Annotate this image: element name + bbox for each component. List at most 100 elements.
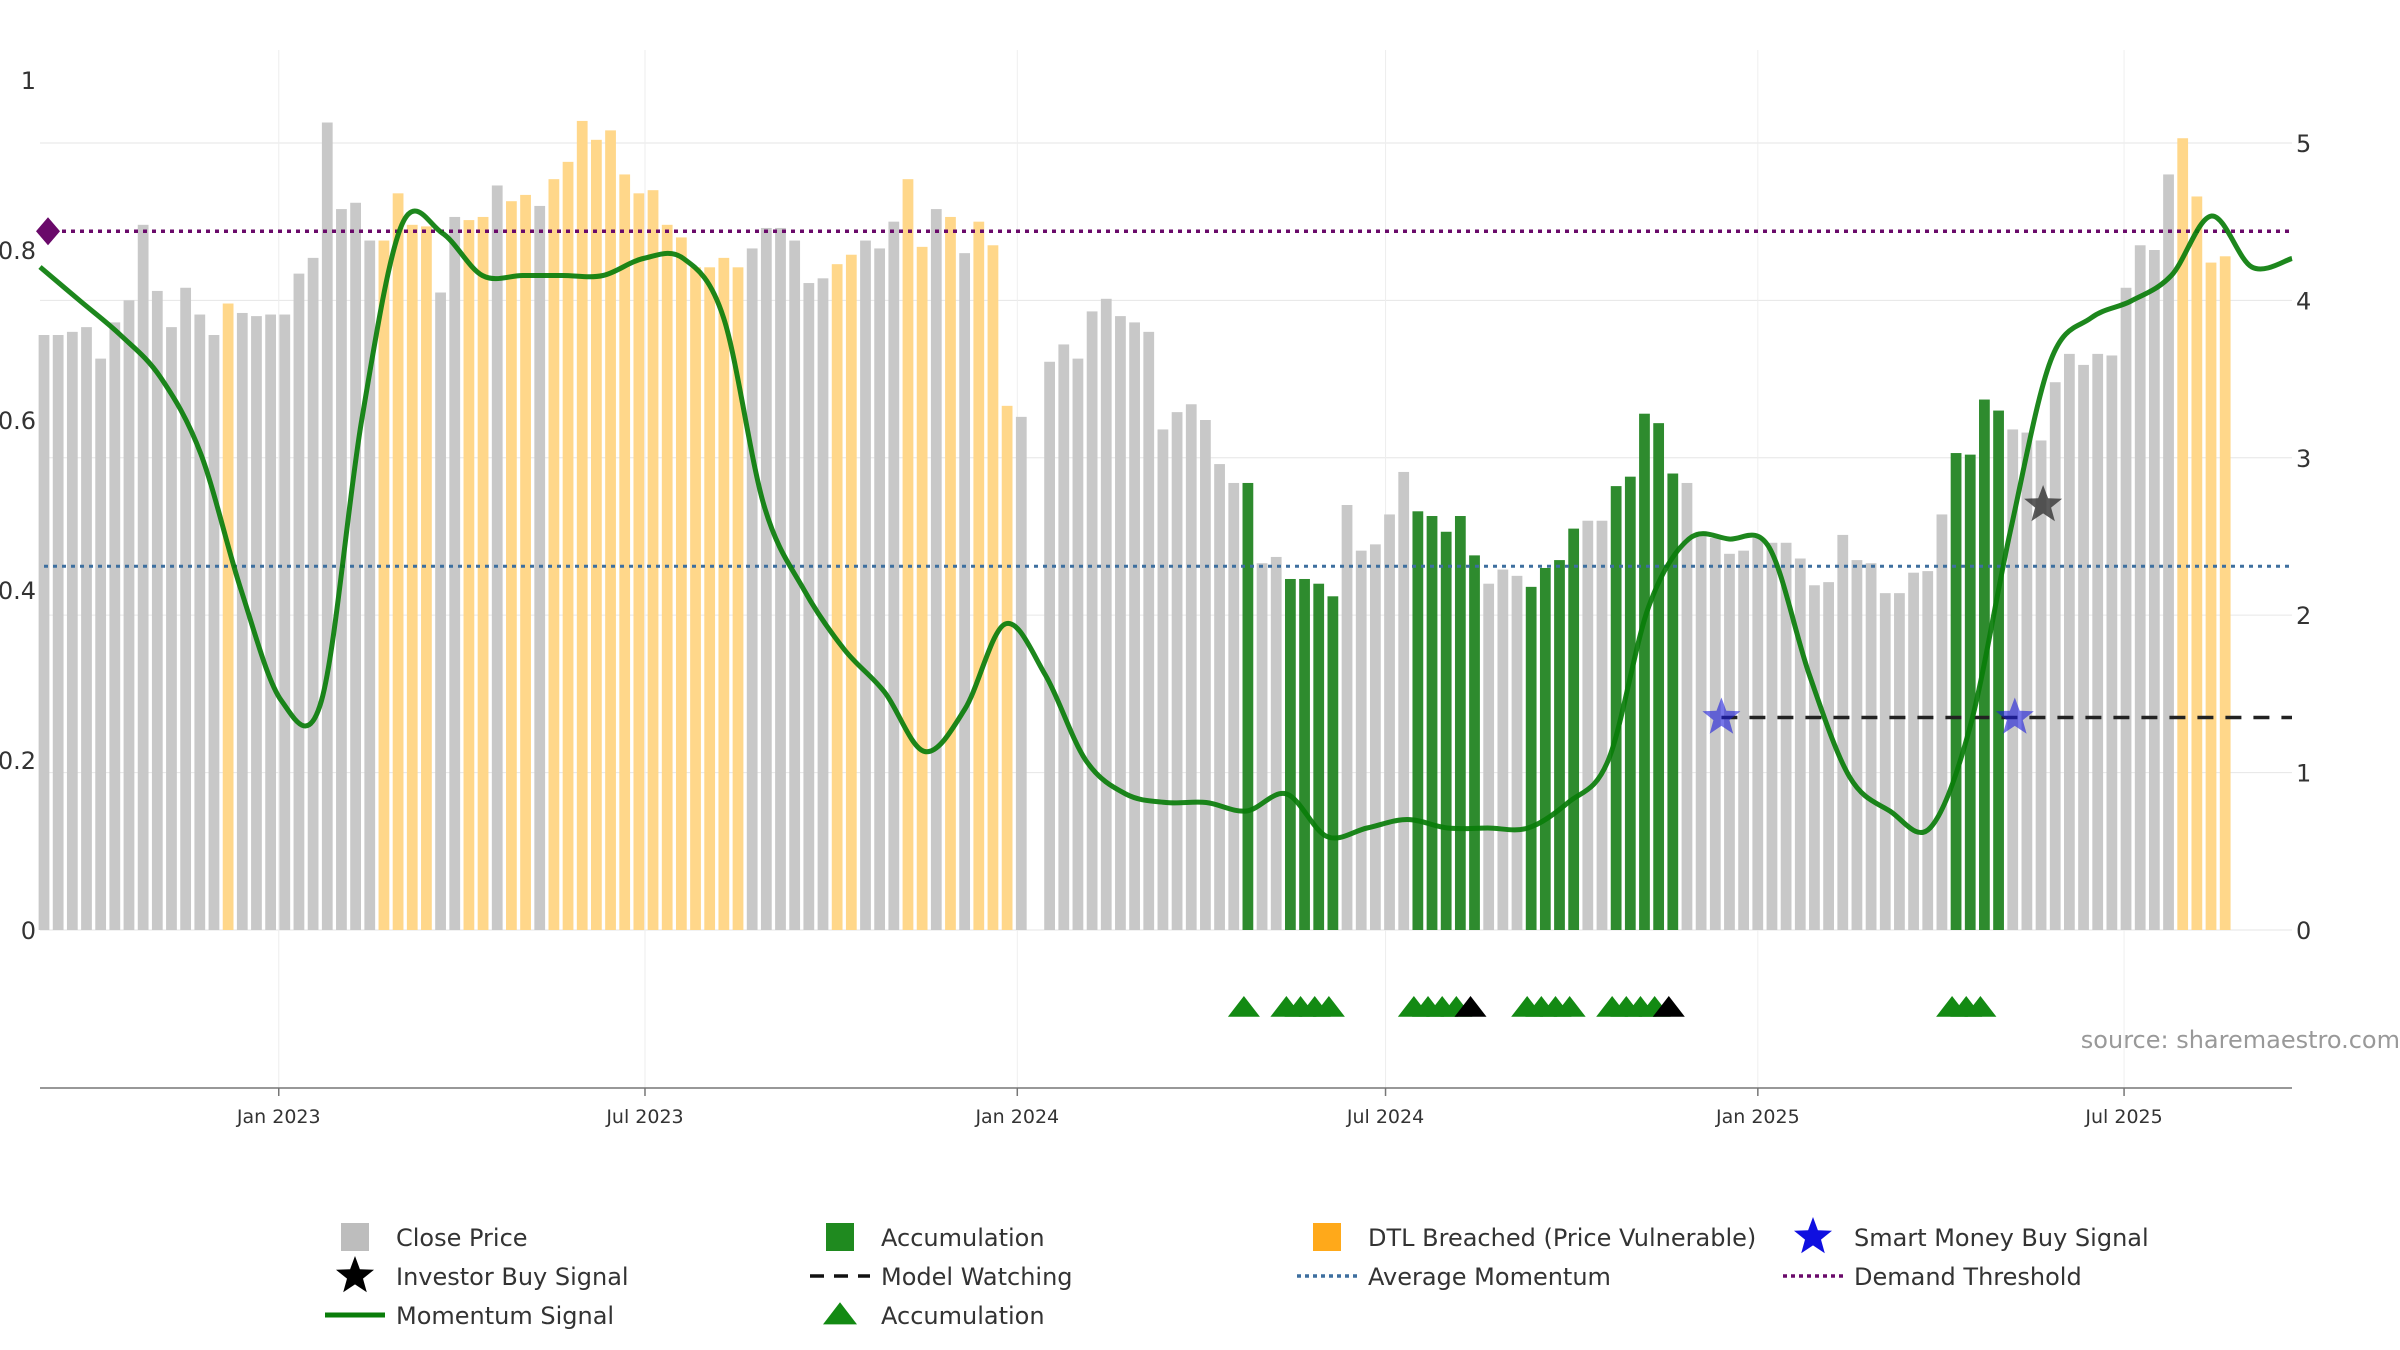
price-bar: [1865, 563, 1877, 930]
legend-label: Demand Threshold: [1854, 1263, 2082, 1291]
price-bar: [1426, 516, 1438, 930]
price-bar: [647, 190, 659, 930]
price-bar: [208, 335, 220, 930]
price-bar: [123, 300, 135, 930]
smart-money-buy-star: [1995, 697, 2034, 734]
legend-label: Momentum Signal: [396, 1302, 614, 1330]
price-bar: [1497, 569, 1509, 930]
right-tick-label: 3: [2296, 445, 2311, 473]
price-bar: [151, 290, 163, 931]
right-tick-label: 0: [2296, 917, 2311, 945]
price-bar: [1950, 453, 1962, 930]
legend-item: Demand Threshold: [1783, 1263, 2082, 1291]
price-bar: [1879, 593, 1891, 930]
price-bar: [1483, 583, 1495, 930]
price-bar: [2163, 174, 2174, 930]
chart-axes: 0 0.2 0.4 0.6 0.8 1 0 1 2 3 4 5 Jan 2023 Jul 2023 Jan …: [0, 67, 2311, 1128]
right-tick-label: 5: [2296, 130, 2311, 158]
price-bar: [1936, 514, 1948, 930]
momentum-signal-line: [38, 208, 2293, 841]
legend-item: Close Price: [341, 1223, 528, 1252]
price-bar: [1398, 471, 1410, 930]
price-bar: [817, 278, 829, 930]
price-bar: [392, 193, 404, 931]
price-bar: [1469, 555, 1480, 930]
legend-label: Smart Money Buy Signal: [1854, 1224, 2149, 1252]
momentum-signal-path: [38, 208, 2293, 841]
legend-label: DTL Breached (Price Vulnerable): [1368, 1224, 1756, 1252]
price-bar: [1922, 571, 1934, 930]
price-bar: [1724, 553, 1735, 930]
legend-item: Accumulation: [823, 1302, 1045, 1330]
price-bar: [194, 314, 206, 930]
legend-label: Investor Buy Signal: [396, 1263, 629, 1291]
legend-item: DTL Breached (Price Vulnerable): [1313, 1223, 1756, 1252]
price-bar: [1157, 429, 1169, 930]
price-bar: [378, 240, 390, 931]
price-bar: [81, 327, 92, 930]
price-bar: [633, 193, 645, 931]
price-bar: [718, 257, 730, 930]
price-bar: [675, 237, 687, 930]
price-bar: [1851, 560, 1863, 930]
investor-buy-star: [2024, 485, 2063, 522]
accumulation-triangle: [1227, 996, 1260, 1017]
close-price-bars: [38, 120, 2231, 931]
price-bar: [661, 224, 673, 930]
price-bar: [1200, 420, 1211, 930]
price-bar: [2120, 287, 2132, 930]
price-bar: [2035, 440, 2047, 930]
signal-markers: [1227, 485, 2063, 1017]
smart-money-buy-star: [1702, 697, 1741, 734]
left-tick-label: 0: [21, 917, 36, 945]
price-bar: [1780, 542, 1792, 930]
accumulation-triangle: [1312, 996, 1345, 1017]
legend-item: Average Momentum: [1297, 1263, 1611, 1291]
price-bar: [1794, 558, 1806, 930]
accumulation-triangle: [1964, 996, 1997, 1017]
price-bar: [2177, 138, 2189, 931]
price-bar: [1709, 538, 1721, 930]
price-bar: [1171, 412, 1183, 930]
price-bar: [406, 224, 418, 930]
price-bar: [888, 221, 900, 930]
price-bar: [1412, 511, 1424, 930]
price-bar: [95, 358, 107, 931]
source-watermark: source: sharemaestro.com: [2081, 1026, 2400, 1054]
left-tick-label: 0.2: [0, 747, 36, 775]
legend-label: Accumulation: [881, 1302, 1045, 1330]
price-bar: [166, 327, 177, 930]
right-tick-label: 1: [2296, 760, 2311, 788]
price-bar: [1313, 583, 1325, 930]
date-tick-label: Jul 2023: [605, 1106, 683, 1128]
price-bar: [1964, 454, 1976, 930]
left-tick-label: 0.6: [0, 407, 36, 435]
price-bar: [1285, 578, 1296, 930]
price-bar: [52, 335, 64, 930]
price-bar: [576, 120, 588, 931]
price-bar: [180, 287, 192, 930]
green-square-icon: [826, 1223, 854, 1251]
price-bar: [137, 224, 149, 930]
price-bar: [690, 267, 701, 930]
price-bar: [1129, 322, 1140, 930]
price-bar: [1582, 520, 1594, 930]
price-bar: [1115, 316, 1126, 931]
price-bar: [2219, 256, 2231, 931]
price-bar: [1539, 567, 1551, 930]
price-bar: [2148, 250, 2160, 930]
price-bar: [590, 139, 602, 930]
price-bar: [1993, 410, 2004, 930]
price-bar: [1086, 311, 1098, 930]
price-bar: [1596, 520, 1608, 930]
price-bar: [760, 227, 772, 931]
legend-label: Model Watching: [881, 1263, 1073, 1291]
price-bar: [1228, 482, 1240, 930]
price-bar: [1214, 464, 1225, 930]
price-bar: [1695, 531, 1707, 930]
price-bar: [1299, 578, 1310, 930]
date-tick-label: Jan 2025: [1715, 1106, 1800, 1128]
price-bar: [2078, 364, 2089, 930]
price-bar: [831, 264, 843, 931]
price-bar: [902, 179, 914, 930]
